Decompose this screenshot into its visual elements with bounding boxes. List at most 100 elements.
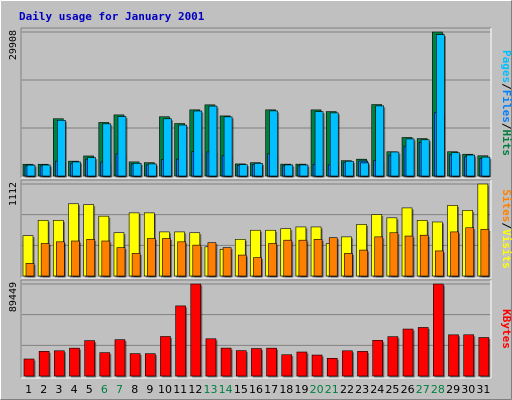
x-tick-day-28: 28 xyxy=(431,383,445,396)
bar-pages-day-27 xyxy=(420,139,430,177)
bar-sites-day-8 xyxy=(131,253,141,277)
bar-kbytes-day-26 xyxy=(402,328,414,377)
bar-kbytes-day-19 xyxy=(296,351,308,377)
bar-pages-day-8 xyxy=(132,163,142,177)
x-tick-day-8: 8 xyxy=(131,383,138,396)
bar-pages-day-24 xyxy=(375,105,385,177)
bar-pages-day-22 xyxy=(345,160,354,177)
bar-kbytes-day-27 xyxy=(417,327,429,377)
bar-kbytes-day-11 xyxy=(175,305,186,377)
bar-sites-day-16 xyxy=(253,257,262,277)
x-tick-day-6: 6 xyxy=(101,383,108,396)
legend-entry-kbytes-0: KBytes xyxy=(500,309,512,349)
bar-sites-day-21 xyxy=(328,237,338,277)
bar-pages-day-19 xyxy=(299,164,309,177)
bar-pages-day-1 xyxy=(26,164,36,177)
bar-kbytes-day-16 xyxy=(251,348,262,377)
bar-sites-day-31 xyxy=(480,229,490,277)
x-tick-day-27: 27 xyxy=(416,383,430,396)
bar-sites-day-15 xyxy=(237,254,247,277)
y-max-label-visits-sites: 1112 xyxy=(8,182,19,206)
bar-kbytes-day-5 xyxy=(84,340,95,377)
bar-sites-day-29 xyxy=(450,231,459,277)
bar-kbytes-day-10 xyxy=(160,336,171,377)
x-tick-day-1: 1 xyxy=(25,383,32,396)
bar-sites-day-24 xyxy=(374,236,384,277)
legend-visits-sites: Sites/Visits xyxy=(500,189,512,269)
bar-sites-day-7 xyxy=(116,247,126,277)
x-tick-day-31: 31 xyxy=(476,383,490,396)
bar-sites-day-1 xyxy=(25,263,35,277)
x-axis-day-labels: 1 2 3 4 5 6 7 8 9 10 11 12 13 14 15 16 17 18 19 20 21 22 23 24 2… xyxy=(25,383,490,396)
bar-kbytes-day-23 xyxy=(357,351,368,377)
bar-pages-day-20 xyxy=(314,111,324,177)
panel-hits-files-pages: 29908 xyxy=(8,27,492,179)
x-tick-day-21: 21 xyxy=(325,383,339,396)
bar-kbytes-day-30 xyxy=(463,334,474,377)
bar-kbytes-day-25 xyxy=(387,336,399,377)
bar-sites-day-26 xyxy=(404,235,414,277)
bar-kbytes-day-12 xyxy=(190,283,202,377)
legend-kbytes: KBytes xyxy=(500,309,512,349)
bar-kbytes-day-13 xyxy=(205,338,217,377)
bar-pages-day-18 xyxy=(284,164,294,177)
bar-kbytes-day-20 xyxy=(311,354,323,377)
bar-pages-day-4 xyxy=(72,161,81,177)
bar-sites-day-4 xyxy=(71,240,80,277)
bar-kbytes-day-15 xyxy=(235,350,247,377)
bar-kbytes-day-17 xyxy=(266,347,277,377)
x-tick-day-23: 23 xyxy=(355,383,369,396)
bar-sites-day-18 xyxy=(283,239,293,277)
bar-pages-day-21 xyxy=(329,112,339,177)
x-tick-day-4: 4 xyxy=(71,383,78,396)
bar-pages-day-31 xyxy=(481,156,491,177)
legend-entry-visits-sites-1: / xyxy=(500,222,512,229)
y-max-label-kbytes: 89449 xyxy=(8,282,19,312)
bar-sites-day-27 xyxy=(419,234,429,277)
bar-kbytes-day-6 xyxy=(99,352,111,377)
bar-pages-day-29 xyxy=(451,152,460,177)
bar-sites-day-22 xyxy=(344,253,353,277)
chart-title: Daily usage for January 2001 xyxy=(19,10,205,23)
x-tick-day-22: 22 xyxy=(340,383,354,396)
bar-pages-day-14 xyxy=(223,116,233,177)
bar-pages-day-11 xyxy=(178,124,187,177)
bar-kbytes-day-14 xyxy=(220,347,232,377)
bar-pages-day-2 xyxy=(41,164,51,177)
x-tick-day-16: 16 xyxy=(249,383,263,396)
bar-kbytes-day-21 xyxy=(326,357,338,377)
bar-sites-day-6 xyxy=(101,240,111,277)
bar-pages-day-25 xyxy=(390,151,400,177)
bar-pages-day-7 xyxy=(117,116,127,177)
legend-entry-hits-files-pages-2: Files xyxy=(500,90,512,123)
bar-sites-day-2 xyxy=(40,243,50,277)
bar-sites-day-9 xyxy=(146,238,156,277)
panel-visits-sites: 1112 xyxy=(8,179,492,279)
bar-sites-day-3 xyxy=(56,241,65,277)
x-tick-day-9: 9 xyxy=(146,383,153,396)
bar-pages-day-9 xyxy=(147,163,157,177)
bar-pages-day-30 xyxy=(466,154,475,177)
bar-kbytes-day-31 xyxy=(478,337,490,377)
x-tick-day-24: 24 xyxy=(370,383,384,396)
bar-kbytes-day-7 xyxy=(114,339,126,377)
bar-pages-day-10 xyxy=(163,118,172,177)
bar-kbytes-day-2 xyxy=(38,351,50,377)
legend-entry-visits-sites-0: Sites xyxy=(500,189,512,222)
bar-kbytes-day-18 xyxy=(281,354,293,377)
legend-entry-hits-files-pages-4: Hits xyxy=(500,130,512,157)
x-tick-day-17: 17 xyxy=(264,383,278,396)
bar-pages-day-26 xyxy=(405,138,415,177)
bar-sites-day-25 xyxy=(389,232,399,277)
bar-pages-day-17 xyxy=(269,110,278,177)
bar-sites-day-12 xyxy=(192,244,202,277)
legend-entry-hits-files-pages-0: Pages xyxy=(500,50,512,83)
x-tick-day-7: 7 xyxy=(116,383,123,396)
bar-pages-day-23 xyxy=(360,162,369,177)
bar-kbytes-day-3 xyxy=(54,350,65,377)
x-tick-day-15: 15 xyxy=(234,383,248,396)
bar-sites-day-20 xyxy=(313,239,323,277)
bar-sites-day-11 xyxy=(177,241,186,277)
